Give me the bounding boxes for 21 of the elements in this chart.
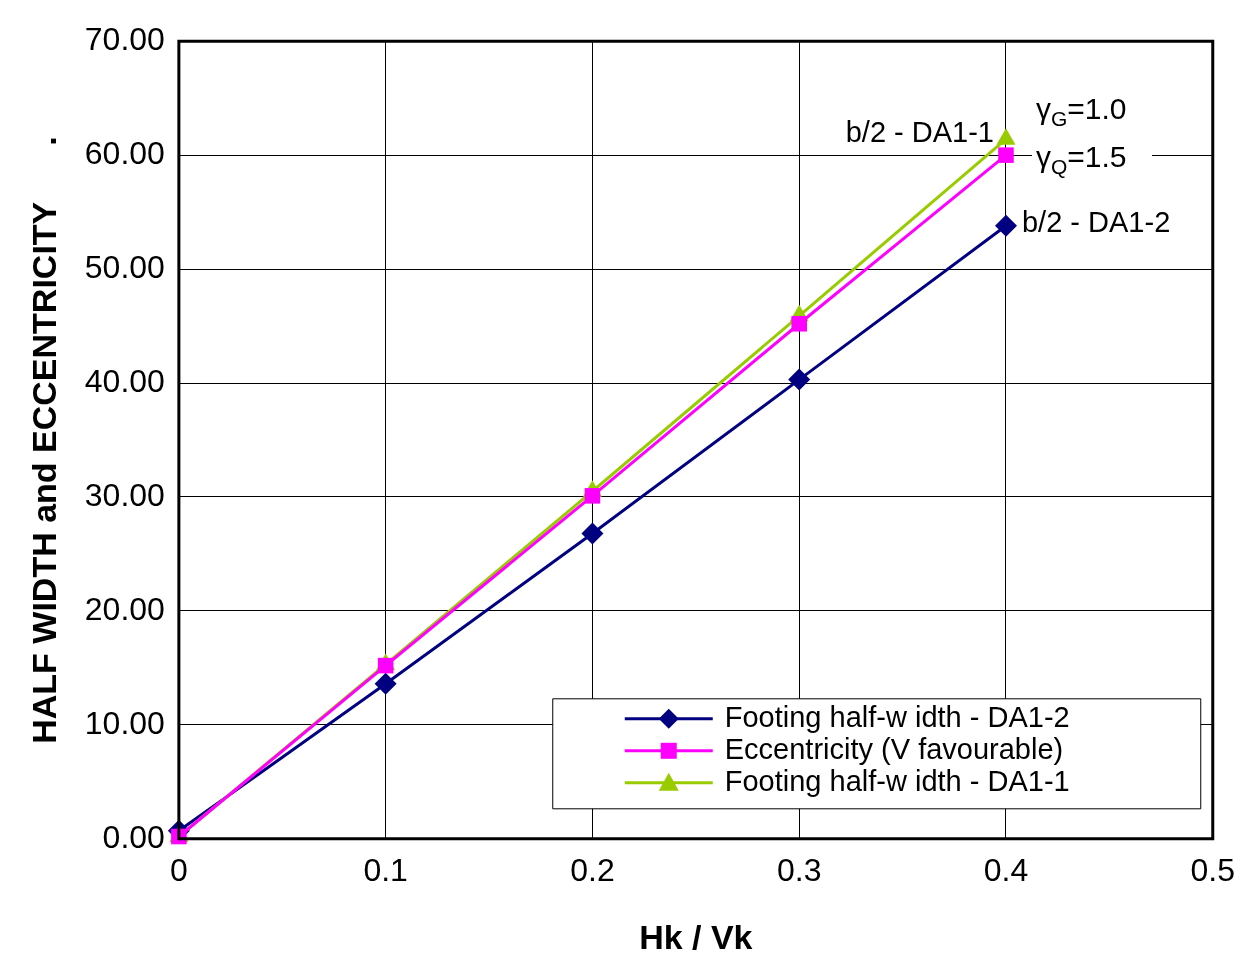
y-tick-label: 10.00 [84, 704, 165, 741]
annotation: b/2 - DA1-2 [1021, 205, 1171, 238]
x-tick-label: 0.4 [983, 851, 1029, 888]
y-axis-title: HALF WIDTH and ECCENTRICITY . [24, 136, 63, 744]
x-tick-label: 0 [169, 851, 188, 888]
x-axis-title: Hk / Vk [639, 917, 753, 956]
y-tick-label: 70.00 [84, 21, 165, 58]
y-tick-label: 40.00 [84, 362, 165, 399]
annotation: b/2 - DA1-1 [845, 116, 994, 149]
y-tick-label: 30.00 [84, 476, 165, 513]
y-tick-label: 0.00 [102, 818, 165, 855]
x-tick-label: 0.3 [776, 851, 822, 888]
x-tick-label: 0.1 [363, 851, 408, 888]
y-tick-label: 60.00 [84, 134, 165, 171]
x-tick-label: 0.2 [570, 851, 615, 888]
legend-label: Eccentricity (V favourable) [724, 732, 1064, 765]
x-tick-label: 0.5 [1190, 851, 1235, 888]
y-tick-label: 50.00 [84, 248, 165, 285]
legend-label: Footing half-w idth - DA1-2 [724, 700, 1070, 733]
legend-label: Footing half-w idth - DA1-1 [724, 764, 1070, 797]
y-tick-label: 20.00 [84, 590, 165, 627]
